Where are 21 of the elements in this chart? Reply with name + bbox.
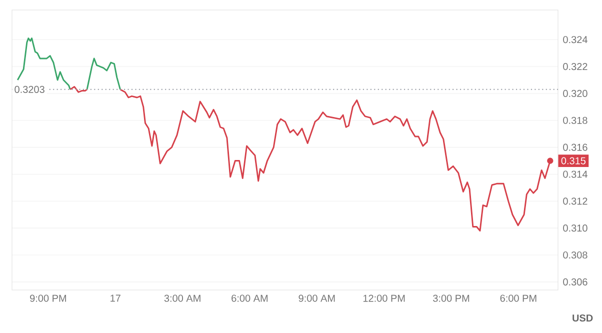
x-tick-label: 6:00 PM [500, 294, 536, 302]
ref-line-label: 0.3203 [14, 86, 44, 93]
x-tick-label: 6:00 AM [232, 294, 268, 302]
y-tick-label: 0.320 [563, 90, 588, 98]
y-tick-label: 0.308 [563, 251, 588, 259]
y-tick-label: 0.310 [563, 224, 588, 232]
y-tick-label: 0.312 [563, 198, 588, 205]
y-tick-label: 0.322 [563, 63, 588, 70]
x-tick-label: 9:00 AM [298, 294, 335, 302]
y-tick-label: 0.306 [563, 278, 588, 286]
y-tick-label: 0.314 [563, 170, 588, 178]
x-tick-label: 3:00 AM [164, 294, 200, 302]
y-tick-label: 0.316 [563, 144, 588, 151]
x-tick-label: 17 [110, 294, 120, 302]
x-tick-label: 3:00 PM [433, 294, 470, 302]
y-axis-title: USD [572, 314, 593, 322]
y-tick-label: 0.324 [563, 36, 588, 44]
y-tick-label: 0.318 [563, 116, 588, 124]
x-tick-label: 12:00 PM [363, 294, 405, 302]
annotation: 0.315 [561, 157, 586, 164]
x-tick-label: 9:00 PM [30, 294, 66, 302]
